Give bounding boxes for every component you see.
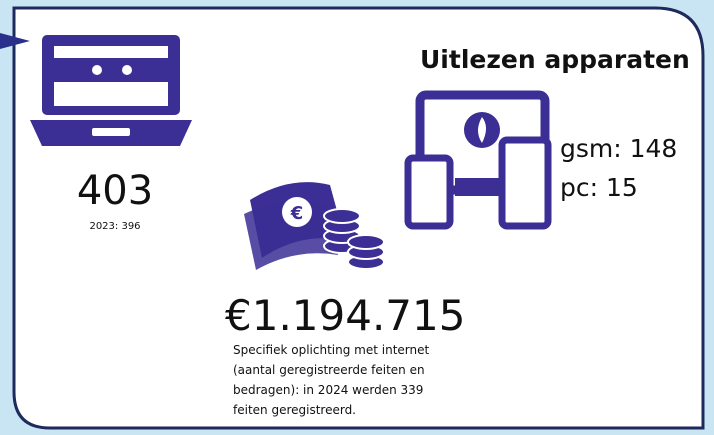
laptop-previous: 2023: 396: [89, 221, 140, 232]
fraud-description: bedragen): in 2024 werden 339: [233, 383, 423, 397]
pc-count: pc: 15: [560, 173, 638, 202]
fraud-description: (aantal geregistreerde feiten en: [233, 363, 425, 377]
arrow-marker: [0, 33, 30, 49]
fraud-amount: €1.194.715: [225, 291, 465, 340]
fraud-description: feiten geregistreerd.: [233, 403, 356, 417]
gsm-count: gsm: 148: [560, 134, 677, 163]
devices-icon: [404, 90, 552, 230]
fraud-description: Specifiek oplichting met internet: [233, 343, 429, 357]
devices-title: Uitlezen apparaten: [420, 45, 690, 74]
money-icon: €: [244, 182, 385, 270]
laptop-icon: [30, 35, 192, 146]
svg-text:€: €: [290, 203, 304, 224]
laptop-count: 403: [77, 168, 153, 214]
